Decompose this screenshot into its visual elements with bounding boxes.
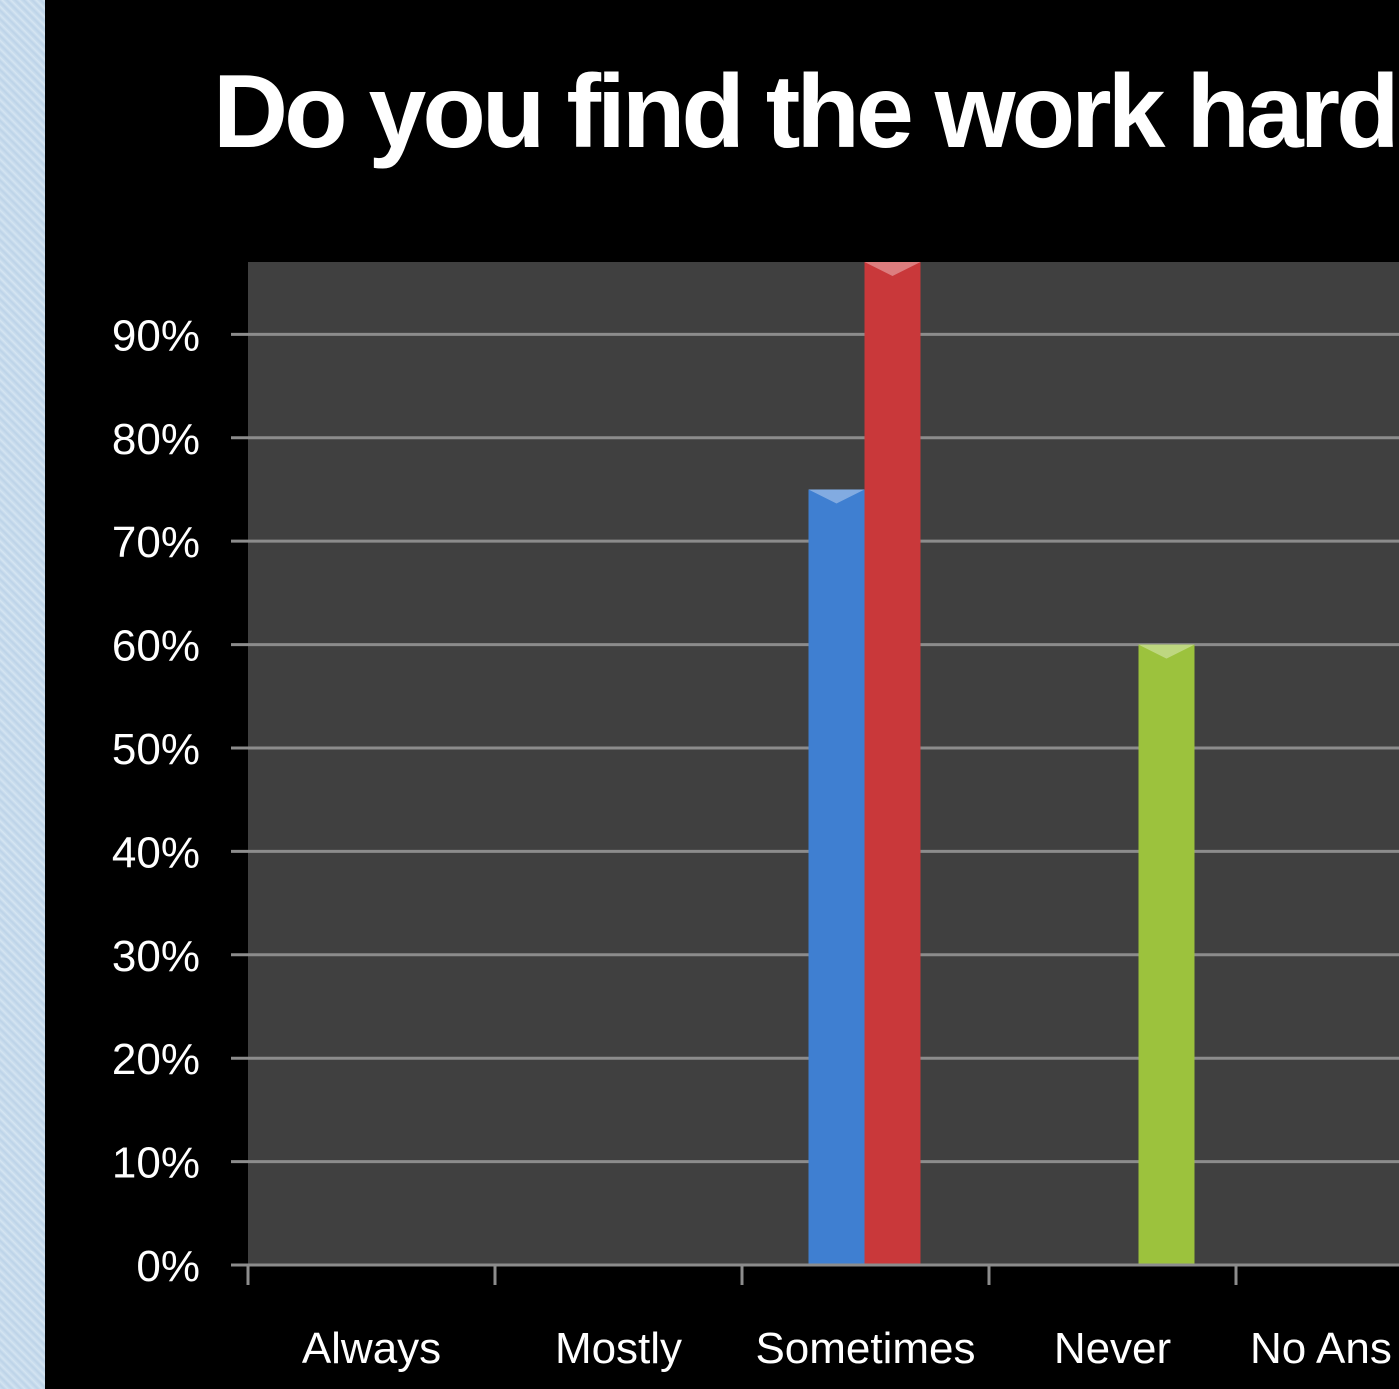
y-tick-label: 70% <box>112 518 200 567</box>
y-tick-label: 40% <box>112 828 200 877</box>
x-category-label: Always <box>302 1324 441 1373</box>
bar-shading <box>864 262 921 1265</box>
bar-cap <box>864 262 921 276</box>
y-tick-label: 0% <box>136 1242 200 1291</box>
bar-cap <box>808 489 865 504</box>
bar-shading <box>808 489 865 1266</box>
y-tick-label: 90% <box>112 311 200 360</box>
x-category-label: No Ans <box>1250 1324 1392 1373</box>
y-tick-label: 60% <box>112 622 200 671</box>
x-category-label: Mostly <box>555 1324 682 1373</box>
y-tick-label: 80% <box>112 415 200 464</box>
y-tick-label: 30% <box>112 932 200 981</box>
bar-cap <box>1138 644 1195 659</box>
chart-title: Do you find the work hard? <box>213 54 1399 170</box>
y-tick-label: 50% <box>112 725 200 774</box>
y-tick-label: 20% <box>112 1035 200 1084</box>
x-category-label: Never <box>1054 1324 1171 1373</box>
y-tick-label: 10% <box>112 1139 200 1188</box>
x-category-label: Sometimes <box>755 1324 975 1373</box>
bar-shading <box>1138 644 1195 1265</box>
